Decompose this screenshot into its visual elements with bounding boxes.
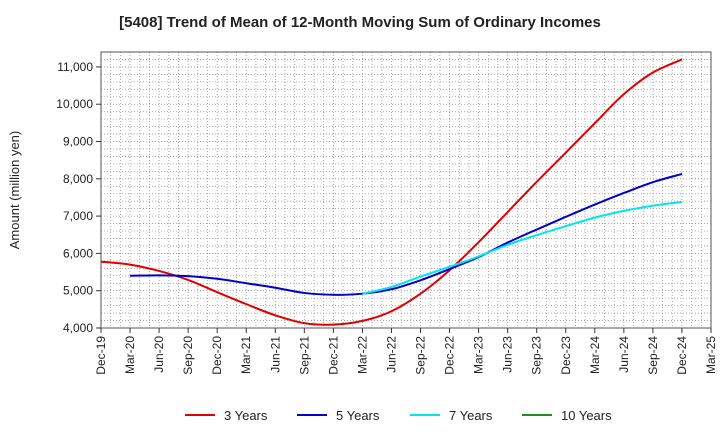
x-tick-label: Jun-22 xyxy=(384,336,398,373)
x-tick-label: Mar-21 xyxy=(239,336,253,374)
x-tick-label: Dec-19 xyxy=(94,336,108,375)
x-tick-label: Sep-22 xyxy=(414,336,428,375)
legend-label-7-years: 7 Years xyxy=(449,408,493,423)
x-tick-label: Dec-22 xyxy=(443,336,457,375)
legend-label-10-years: 10 Years xyxy=(561,408,612,423)
x-tick-label: Sep-23 xyxy=(530,336,544,375)
plot-background xyxy=(101,52,711,328)
x-tick-label: Dec-20 xyxy=(210,336,224,375)
y-tick-label: 6,000 xyxy=(63,246,93,260)
x-tick-label: Dec-23 xyxy=(559,336,573,375)
x-tick-label: Mar-20 xyxy=(123,336,137,374)
x-tick-label: Jun-24 xyxy=(617,336,631,373)
series-line-3-years xyxy=(100,58,683,326)
legend-label-3-years: 3 Years xyxy=(224,408,268,423)
series-line-7-years xyxy=(362,200,683,295)
series-lines xyxy=(100,58,683,326)
legend-label-5-years: 5 Years xyxy=(336,408,380,423)
y-tick-label: 5,000 xyxy=(63,284,93,298)
y-axis-title: Amount (million yen) xyxy=(7,131,22,250)
series-line-5-years xyxy=(130,172,683,296)
x-tick-label: Jun-20 xyxy=(152,336,166,373)
x-tick-label: Mar-25 xyxy=(704,336,718,374)
chart-title: [5408] Trend of Mean of 12-Month Moving … xyxy=(119,14,601,31)
x-tick-label: Mar-22 xyxy=(355,336,369,374)
x-tick-label: Jun-23 xyxy=(501,336,515,373)
plot-frame xyxy=(100,51,712,329)
x-axis: Dec-19 Mar-20 Jun-20 Sep-20 Dec-20 Mar-21 Jun-… xyxy=(94,328,718,375)
y-tick-label: 11,000 xyxy=(57,60,93,74)
x-tick-label: Mar-23 xyxy=(472,336,486,374)
y-tick-label: 10,000 xyxy=(56,97,93,111)
x-tick-label: Jun-21 xyxy=(268,336,282,373)
x-tick-label: Dec-21 xyxy=(326,336,340,375)
y-tick-label: 8,000 xyxy=(63,172,93,186)
y-tick-label: 9,000 xyxy=(63,135,93,149)
grid-lines xyxy=(101,52,711,328)
y-tick-label: 7,000 xyxy=(63,209,93,223)
y-axis: 4,000 5,000 6,000 7,000 8,000 9,000 10,000 11,0… xyxy=(56,60,101,335)
x-tick-label: Sep-20 xyxy=(181,336,195,375)
y-tick-label: 4,000 xyxy=(63,321,93,335)
x-tick-label: Dec-24 xyxy=(675,336,689,375)
legend: 3 Years 5 Years 7 Years 10 Years xyxy=(185,408,612,423)
x-tick-label: Mar-24 xyxy=(588,336,602,374)
x-tick-label: Sep-21 xyxy=(297,336,311,375)
x-tick-label: Sep-24 xyxy=(646,336,660,375)
